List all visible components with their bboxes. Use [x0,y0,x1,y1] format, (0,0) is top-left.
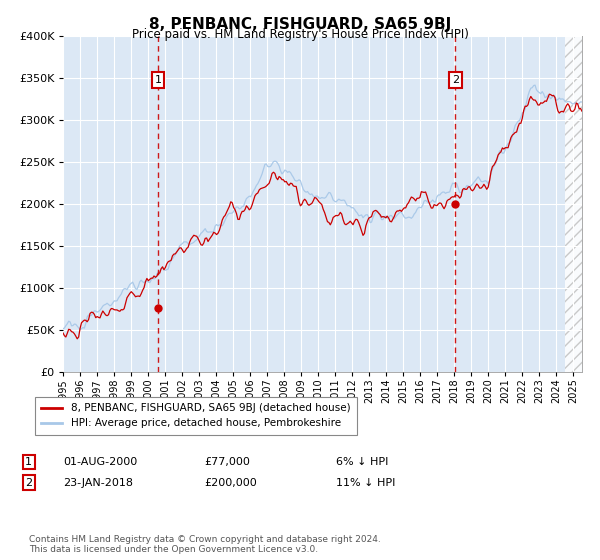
Text: 01-AUG-2000: 01-AUG-2000 [63,457,137,467]
Text: 2: 2 [25,478,32,488]
Text: 1: 1 [25,457,32,467]
Text: 11% ↓ HPI: 11% ↓ HPI [336,478,395,488]
Text: 2: 2 [452,75,459,85]
Legend: 8, PENBANC, FISHGUARD, SA65 9BJ (detached house), HPI: Average price, detached h: 8, PENBANC, FISHGUARD, SA65 9BJ (detache… [35,397,356,435]
Text: £200,000: £200,000 [204,478,257,488]
Text: 23-JAN-2018: 23-JAN-2018 [63,478,133,488]
Text: £77,000: £77,000 [204,457,250,467]
Text: Contains HM Land Registry data © Crown copyright and database right 2024.
This d: Contains HM Land Registry data © Crown c… [29,535,380,554]
Text: 8, PENBANC, FISHGUARD, SA65 9BJ: 8, PENBANC, FISHGUARD, SA65 9BJ [149,17,451,32]
Text: Price paid vs. HM Land Registry's House Price Index (HPI): Price paid vs. HM Land Registry's House … [131,28,469,41]
Text: 6% ↓ HPI: 6% ↓ HPI [336,457,388,467]
Text: 1: 1 [154,75,161,85]
